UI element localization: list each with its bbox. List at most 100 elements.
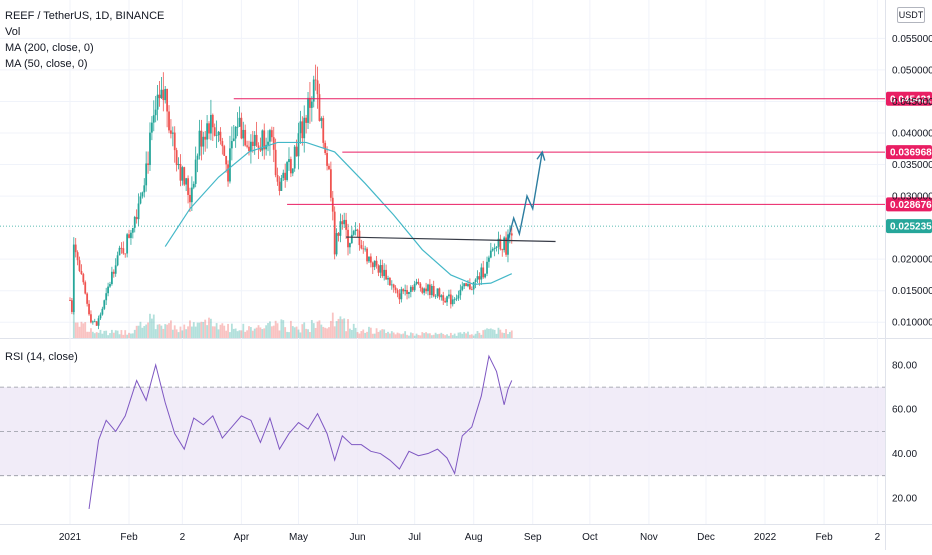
price-tick-label: 0.010000 bbox=[892, 318, 932, 329]
volume-bar bbox=[270, 326, 273, 338]
candle-body bbox=[501, 249, 504, 251]
candle-body bbox=[185, 178, 188, 185]
horizontal-levels[interactable]: 0.045421 0.036968 0.028676 0.025235 bbox=[0, 91, 932, 234]
indicator-ma-50[interactable]: MA (50, close, 0) bbox=[5, 58, 88, 70]
volume-bar bbox=[265, 325, 268, 338]
volume-bar bbox=[385, 333, 387, 338]
volume-bar bbox=[396, 332, 399, 338]
rsi-title[interactable]: RSI (14, close) bbox=[5, 351, 78, 363]
volume-bar bbox=[312, 323, 315, 338]
volume-bar bbox=[168, 323, 170, 338]
candle-body bbox=[373, 260, 376, 268]
price-tick-label: 0.050000 bbox=[892, 65, 932, 76]
indicator-ma-200[interactable]: MA (200, close, 0) bbox=[5, 42, 94, 54]
candle-body bbox=[249, 141, 252, 152]
candle-body bbox=[377, 265, 380, 273]
volume-bar bbox=[229, 332, 231, 338]
volume-bar bbox=[202, 321, 205, 338]
volume-bar bbox=[489, 328, 492, 338]
time-tick-label: 2022 bbox=[754, 532, 777, 543]
volume-bar bbox=[288, 332, 290, 338]
candle-body bbox=[337, 233, 340, 236]
candle-body bbox=[141, 192, 144, 197]
candle-body bbox=[322, 118, 325, 143]
candle-body bbox=[259, 147, 262, 151]
candle-body bbox=[225, 155, 228, 165]
candle-body bbox=[135, 216, 138, 220]
level-price-tag bbox=[886, 145, 932, 160]
drawings[interactable] bbox=[346, 150, 556, 243]
volume-bar bbox=[276, 323, 279, 338]
volume-bar bbox=[190, 326, 193, 338]
level-price-label: 0.036968 bbox=[890, 148, 932, 159]
candle-body bbox=[448, 294, 450, 297]
volume-bar bbox=[196, 322, 199, 338]
volume-bar bbox=[126, 334, 129, 338]
volume-bar bbox=[472, 335, 475, 338]
candle-body bbox=[110, 271, 113, 285]
candle-body bbox=[76, 252, 79, 261]
candle-body bbox=[362, 248, 365, 250]
volume-bar bbox=[109, 333, 111, 338]
candle-body bbox=[408, 291, 410, 295]
candle-body bbox=[103, 300, 106, 309]
symbol-title[interactable]: REEF / TetherUS, 1D, BINANCE bbox=[5, 10, 165, 22]
volume-bar bbox=[240, 330, 243, 338]
candle-body bbox=[227, 164, 229, 182]
candle-body bbox=[503, 237, 506, 251]
volume-bar bbox=[86, 331, 89, 338]
candle-body bbox=[270, 130, 273, 138]
volume-bar bbox=[310, 319, 313, 338]
candle-body bbox=[128, 234, 130, 238]
volume-bar bbox=[390, 331, 393, 338]
volume-bar bbox=[238, 330, 241, 338]
volume-bar bbox=[427, 333, 429, 338]
candle-body bbox=[130, 232, 132, 238]
time-tick-label: Nov bbox=[640, 532, 658, 543]
candle-body bbox=[211, 114, 214, 128]
volume-bar bbox=[130, 333, 132, 338]
projection-arrow-path bbox=[507, 151, 543, 241]
rsi-series-line bbox=[88, 354, 513, 509]
level-price-label: 0.045421 bbox=[890, 94, 932, 105]
candle-body bbox=[428, 284, 431, 296]
volume-bar bbox=[105, 330, 108, 338]
candle-body bbox=[453, 299, 456, 301]
volume-bar bbox=[409, 332, 412, 338]
candle-body bbox=[368, 256, 370, 262]
volume-bar bbox=[131, 333, 134, 338]
volume-bar bbox=[150, 318, 153, 338]
volume-bar bbox=[461, 333, 464, 338]
candle-body bbox=[236, 126, 239, 128]
volume-bar bbox=[406, 334, 408, 338]
candle-body bbox=[162, 89, 165, 101]
candle-body bbox=[238, 117, 241, 127]
candle-body bbox=[444, 300, 447, 303]
candle-body bbox=[291, 168, 294, 174]
volume-bar bbox=[428, 333, 431, 338]
volume-bar bbox=[366, 331, 368, 338]
candle-body bbox=[120, 247, 123, 249]
indicator-vol[interactable]: Vol bbox=[5, 26, 21, 38]
volume-bar bbox=[166, 324, 169, 338]
volume-bar bbox=[295, 326, 298, 338]
volume-bar bbox=[510, 330, 513, 338]
candle-body bbox=[326, 153, 328, 166]
candle-body bbox=[488, 257, 490, 262]
currency-button[interactable]: USDT bbox=[897, 7, 925, 23]
candle-body bbox=[314, 79, 317, 81]
volume-bar bbox=[187, 326, 189, 338]
volume-bar bbox=[204, 319, 207, 338]
candle-body bbox=[118, 247, 121, 256]
volume-bar bbox=[495, 333, 498, 338]
volume-bar bbox=[446, 334, 448, 338]
candle-body bbox=[93, 321, 96, 323]
volume-bar bbox=[328, 327, 330, 338]
candle-body bbox=[324, 142, 327, 154]
candle-body bbox=[109, 284, 111, 287]
volume-bar bbox=[448, 335, 450, 338]
candle-body bbox=[244, 129, 247, 146]
volume-bar bbox=[234, 328, 237, 338]
